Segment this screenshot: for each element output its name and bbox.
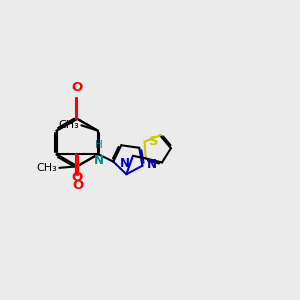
Text: O: O [72,178,84,191]
Text: N: N [94,154,104,167]
Text: N: N [120,158,130,170]
Text: N: N [147,158,157,171]
Text: O: O [72,81,83,94]
Text: H: H [95,140,103,150]
Text: CH₃: CH₃ [37,163,57,173]
Text: S: S [149,136,159,148]
Text: CH₃: CH₃ [58,120,79,130]
Text: O: O [71,171,82,184]
